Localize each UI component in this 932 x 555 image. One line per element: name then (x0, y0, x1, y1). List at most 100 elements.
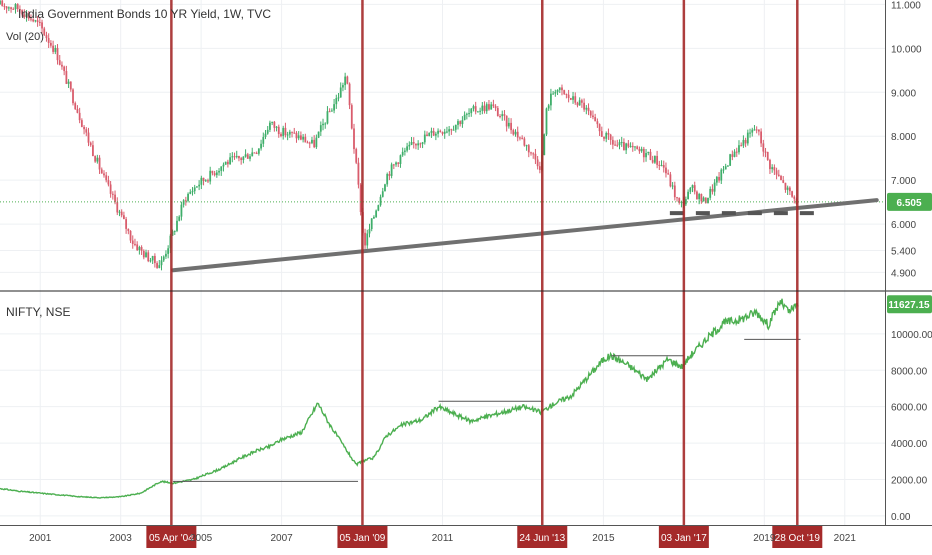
bond-candle (676, 197, 678, 199)
bond-candle (319, 125, 322, 132)
bond-candle (585, 107, 588, 110)
bond-candle (656, 155, 659, 165)
bond-candle (58, 60, 61, 65)
bond-candle (603, 136, 605, 139)
bond-candle (151, 255, 154, 261)
bond-candle (357, 162, 360, 185)
bond-candle (260, 143, 262, 149)
bond-candle (709, 188, 712, 198)
bond-candle (594, 117, 597, 122)
bond-candle (392, 164, 395, 166)
bond-candle (472, 106, 475, 109)
bond-candle (207, 180, 209, 182)
bond-candle (100, 169, 103, 174)
bond-candle (114, 194, 116, 203)
bond-candle (300, 135, 302, 140)
bond-candle (525, 145, 528, 147)
bond-candle (118, 211, 121, 213)
bond-candle (625, 143, 628, 151)
bond-candle (417, 143, 420, 146)
bond-candle (459, 121, 462, 125)
bond-candle (134, 243, 136, 245)
bond-candle (242, 156, 245, 160)
bond-candle (89, 142, 92, 146)
bond-candle (428, 132, 431, 137)
event-marker-label: 28 Oct '19 (775, 533, 821, 544)
bond-candle (222, 164, 225, 167)
bond-candle (111, 193, 114, 195)
bond-candle (687, 191, 689, 200)
bond-candle (499, 116, 501, 118)
bond-candle (344, 76, 347, 86)
bond-candle (468, 113, 470, 115)
bond-candle (373, 216, 375, 219)
bond-candle (521, 137, 524, 139)
bond-candle (554, 91, 557, 94)
bond-candle (158, 265, 161, 268)
x-tick-label: 2005 (190, 533, 213, 544)
bond-candle (38, 21, 41, 23)
bond-candle (410, 142, 413, 145)
bond-y-tick-label: 10.000 (891, 44, 922, 55)
bond-candle (704, 197, 707, 203)
bond-candle (45, 35, 48, 39)
bond-candle (275, 126, 278, 128)
bond-candle (156, 263, 158, 268)
bond-candle (32, 19, 35, 22)
bond-yield-pane[interactable] (0, 0, 885, 273)
x-tick-label: 2007 (270, 533, 293, 544)
event-marker-badge (658, 526, 709, 548)
bond-pane-subtitle: Vol (20) (6, 31, 44, 43)
bond-candle (280, 134, 282, 137)
bond-candle (729, 154, 732, 166)
bond-candle (439, 130, 442, 133)
bond-candle (654, 155, 656, 163)
bond-candle (611, 139, 614, 145)
x-tick-label: 2019 (753, 533, 776, 544)
bond-candle (196, 186, 198, 188)
bond-candle (742, 139, 745, 146)
nifty-y-tick-label: 6000.00 (891, 403, 928, 414)
bond-candle (558, 87, 561, 90)
bond-candle (538, 166, 541, 170)
bond-candle (131, 240, 134, 244)
x-tick-label: 2003 (110, 533, 133, 544)
bond-candle (519, 137, 521, 139)
bond-candle (671, 185, 674, 187)
bond-candle (446, 131, 448, 133)
bond-candle (693, 185, 696, 192)
bond-candle (160, 260, 163, 266)
bond-candle (722, 169, 725, 171)
bond-candle (760, 131, 762, 144)
bond-candle (34, 20, 37, 22)
bond-candle (496, 108, 499, 117)
bond-candle (665, 167, 667, 174)
bond-candle (700, 194, 703, 202)
bond-candle (580, 100, 583, 103)
bond-candle (638, 149, 641, 152)
nifty-pane[interactable] (0, 298, 801, 499)
event-markers: 05 Apr '04 05 Jan '09 24 Jun '13 03 Jan '17… (146, 0, 823, 548)
bond-candle (231, 156, 234, 158)
bond-candle (514, 131, 517, 135)
bond-candle (116, 202, 119, 213)
bond-candle (202, 177, 205, 181)
bond-candle (291, 131, 293, 133)
bond-candle (140, 247, 143, 251)
bond-candle (461, 120, 464, 125)
bond-candle (337, 97, 340, 99)
nifty-y-tick-label: 0.00 (891, 512, 911, 523)
bond-candle (596, 121, 599, 125)
bond-candle (607, 132, 610, 135)
bond-candle (490, 104, 493, 110)
bond-candle (204, 180, 207, 182)
bond-candle (370, 218, 373, 230)
bond-candle (647, 151, 650, 154)
bond-candle (583, 102, 585, 110)
bond-candle (465, 113, 468, 115)
bond-candle (107, 180, 110, 185)
bond-candle (16, 4, 19, 10)
bond-candle (397, 162, 400, 164)
